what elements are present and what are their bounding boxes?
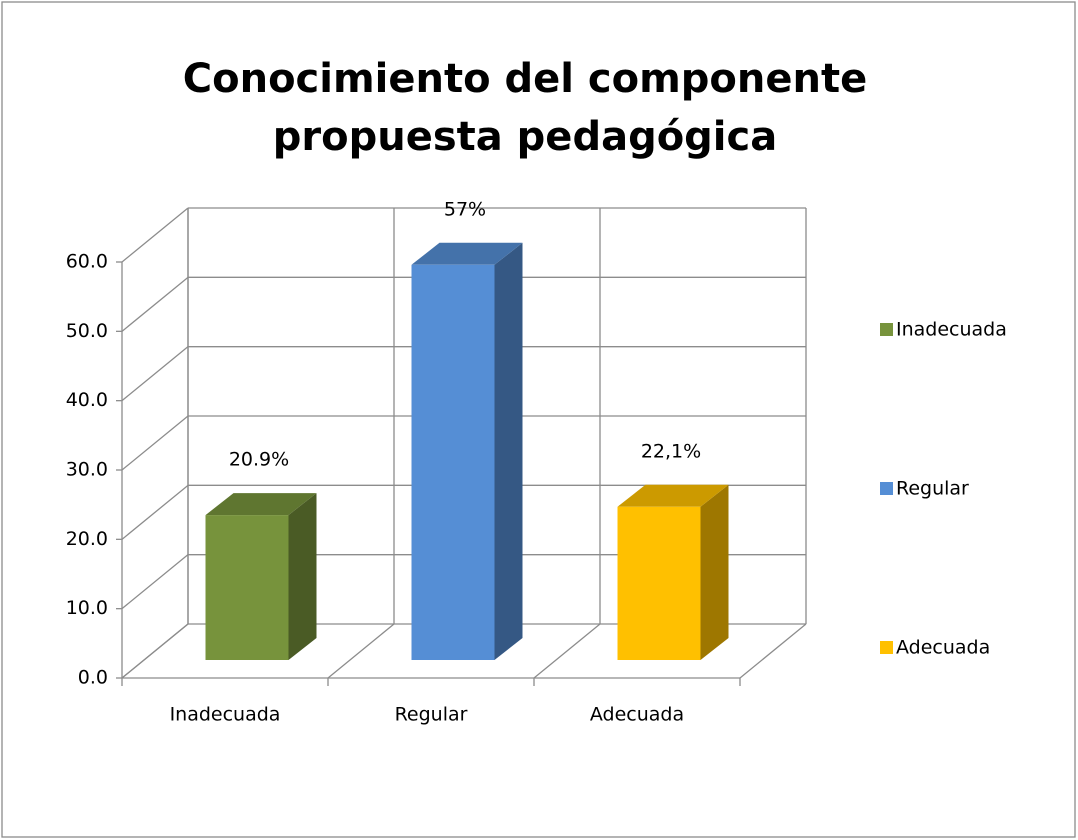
y-tick-label: 0.0: [78, 667, 108, 689]
bar: [411, 264, 495, 660]
grid-line: [121, 554, 189, 610]
grid-line: [121, 207, 189, 263]
floor-line: [121, 623, 189, 679]
data-label: 20.9%: [229, 449, 289, 471]
y-tick-label: 30.0: [66, 459, 108, 481]
legend-label: Regular: [896, 478, 969, 500]
x-tick-label: Inadecuada: [170, 704, 281, 726]
bar: [205, 515, 289, 660]
x-tick-label: Adecuada: [590, 704, 684, 726]
chart-title: Conocimiento del componente propuesta pe…: [182, 56, 868, 160]
floor-line: [739, 623, 807, 679]
legend-swatch: [880, 323, 893, 336]
y-tick-label: 40.0: [66, 389, 108, 411]
grid-line: [121, 346, 189, 402]
bar: [617, 506, 701, 660]
y-tick-label: 50.0: [66, 320, 108, 342]
grid-line: [121, 276, 189, 332]
x-tick-label: Regular: [395, 704, 468, 726]
bar-top: [617, 484, 729, 507]
bar-side: [494, 242, 523, 661]
legend-label: Inadecuada: [896, 319, 1007, 341]
bar-top: [205, 493, 317, 516]
grid-line: [121, 484, 189, 540]
data-label: 57%: [444, 198, 486, 220]
legend-label: Adecuada: [896, 637, 990, 659]
floor-line: [533, 623, 601, 679]
y-tick-label: 20.0: [66, 528, 108, 550]
floor-line: [327, 623, 395, 679]
grid-line: [121, 415, 189, 471]
legend-swatch: [880, 482, 893, 495]
y-tick-label: 60.0: [66, 251, 108, 273]
bar-side: [288, 493, 317, 660]
bar-top: [411, 242, 523, 265]
data-label: 22,1%: [641, 440, 701, 462]
y-tick-label: 10.0: [66, 597, 108, 619]
legend-swatch: [880, 641, 893, 654]
bar-side: [700, 484, 729, 660]
